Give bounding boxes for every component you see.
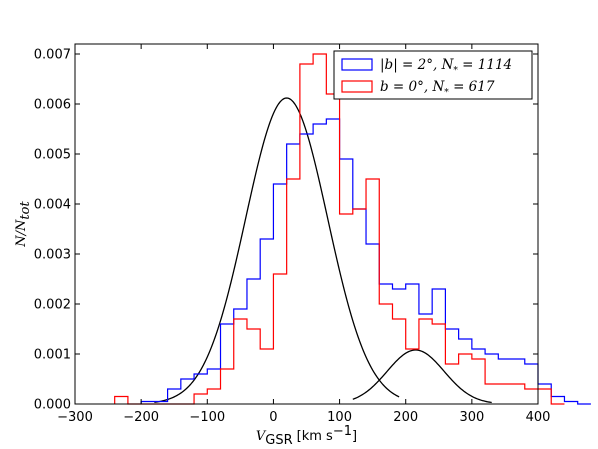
x-tick-label: −300 bbox=[57, 410, 93, 425]
y-tick-label: 0.006 bbox=[34, 98, 71, 113]
y-axis-label: N/Ntot bbox=[14, 201, 33, 248]
x-axis-subscript: GSR bbox=[265, 433, 292, 448]
x-tick-label: 400 bbox=[526, 410, 551, 425]
legend-entry-red: b = 0°, N* = 617 bbox=[341, 79, 495, 98]
y-axis-symbol: N/N bbox=[14, 219, 29, 248]
legend-swatch-red bbox=[341, 80, 373, 93]
legend-swatch-blue bbox=[341, 58, 373, 71]
gaussian-fit-2 bbox=[352, 349, 492, 404]
y-tick-label: 0.004 bbox=[34, 198, 71, 213]
y-tick-label: 0.003 bbox=[34, 248, 71, 263]
x-axis-symbol: V bbox=[256, 429, 267, 444]
y-tick-label: 0.007 bbox=[34, 48, 71, 63]
histogram-red bbox=[114, 53, 565, 405]
x-axis-unit-close: ] bbox=[352, 429, 357, 444]
x-tick-label: 200 bbox=[393, 410, 418, 425]
plot-area bbox=[75, 44, 538, 404]
x-tick-label: 0 bbox=[269, 410, 277, 425]
x-tick-label: 300 bbox=[459, 410, 484, 425]
axis-ticks: −300 −200 −100 0 100 200 300 400 0.000 0.001 0.002… bbox=[34, 44, 551, 425]
x-axis-unit: [km s bbox=[297, 429, 333, 444]
y-tick-label: 0.001 bbox=[34, 348, 71, 363]
plot-frame bbox=[74, 43, 539, 405]
y-tick-label: 0.002 bbox=[34, 298, 71, 313]
x-tick-label: −100 bbox=[189, 410, 225, 425]
x-tick-label: −200 bbox=[123, 410, 159, 425]
y-tick-label: 0.000 bbox=[34, 398, 71, 413]
legend: |b| = 2°, N* = 1114 b = 0°, N* = 617 bbox=[333, 50, 533, 100]
gaussian-fit-1 bbox=[154, 97, 400, 403]
x-axis-label: VGSR [km s−1] bbox=[256, 424, 357, 448]
fit-curves bbox=[154, 97, 492, 404]
legend-label-blue: |b| = 2°, N* = 1114 bbox=[380, 57, 512, 76]
x-tick-label: 100 bbox=[327, 410, 352, 425]
y-tick-label: 0.005 bbox=[34, 148, 71, 163]
histogram-series bbox=[114, 53, 591, 405]
x-axis-unit-exponent: −1 bbox=[333, 424, 352, 439]
legend-entry-blue: |b| = 2°, N* = 1114 bbox=[341, 57, 512, 76]
legend-label-red: b = 0°, N* = 617 bbox=[380, 79, 495, 98]
y-axis-subscript: tot bbox=[18, 201, 33, 220]
